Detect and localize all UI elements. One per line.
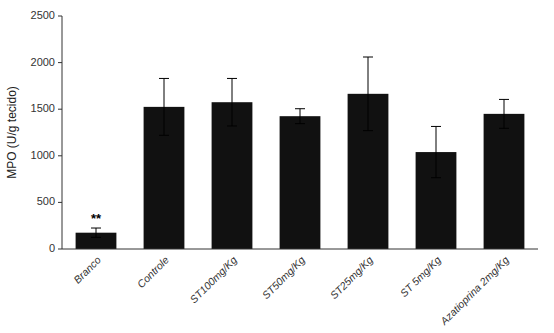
y-tick xyxy=(58,109,62,110)
y-tick xyxy=(58,155,62,156)
x-tick-label: ST100mg/Kg xyxy=(187,253,239,305)
y-tick-label: 1500 xyxy=(31,102,55,114)
chart: 0 500 1000 1500 2000 2500 Branco Controle ST100m… xyxy=(0,0,554,333)
x-tick-label: ST 5mg/Kg xyxy=(397,253,443,299)
chart-container: 0 500 1000 1500 2000 2500 Branco Controle ST100m… xyxy=(0,0,554,333)
bar xyxy=(280,116,321,249)
error-bar xyxy=(295,109,305,124)
y-tick-label: 500 xyxy=(37,195,55,207)
error-bar xyxy=(499,99,509,128)
y-tick xyxy=(58,62,62,63)
x-tick-label: Controle xyxy=(135,253,172,290)
y-tick-label: 1000 xyxy=(31,149,55,161)
error-bar xyxy=(159,78,169,135)
y-tick-label: 2500 xyxy=(31,9,55,21)
x-tick-label: ST50mg/Kg xyxy=(259,253,307,301)
error-bar xyxy=(363,57,373,131)
x-tick-label: Azatioprina 2mg/Kg xyxy=(437,253,511,327)
error-bar xyxy=(227,78,237,126)
y-axis-label: MPO (U/g tecido) xyxy=(5,86,19,179)
y-tick-label: 2000 xyxy=(31,56,55,68)
x-tick-label: Branco xyxy=(71,253,103,285)
annotation: ** xyxy=(91,211,102,226)
y-tick xyxy=(58,202,62,203)
x-tick-label: ST25mg/Kg xyxy=(327,253,375,301)
y-tick xyxy=(58,249,62,250)
bar xyxy=(484,114,525,249)
y-tick-label: 0 xyxy=(49,242,55,254)
x-axis-line xyxy=(62,249,538,250)
error-bar xyxy=(91,228,101,237)
error-bar xyxy=(431,126,441,177)
y-tick xyxy=(58,16,62,17)
y-axis-line xyxy=(62,16,63,249)
plot-area xyxy=(76,57,525,249)
